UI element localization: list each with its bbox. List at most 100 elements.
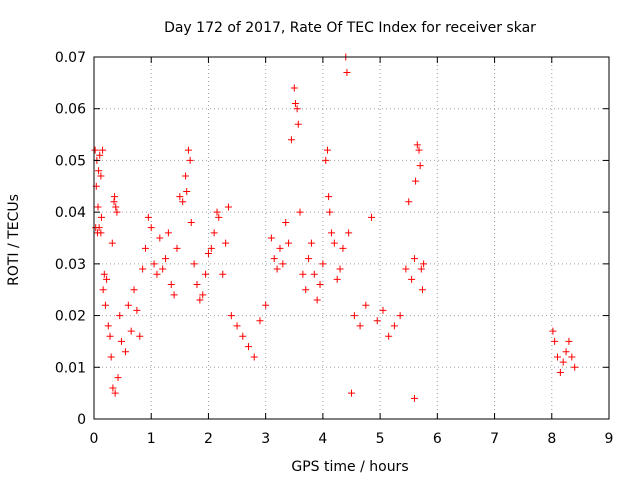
data-point-marker	[210, 229, 218, 237]
data-point-marker	[291, 100, 299, 108]
data-point-marker	[294, 120, 302, 128]
data-point-marker	[405, 198, 413, 206]
data-point-marker	[95, 224, 103, 232]
data-point-marker	[413, 141, 421, 149]
data-point-marker	[167, 281, 175, 289]
data-point-marker	[562, 348, 570, 356]
data-point-marker	[402, 265, 410, 273]
data-point-marker	[551, 337, 559, 345]
data-point-marker	[124, 301, 132, 309]
x-tick-label: 6	[433, 431, 442, 447]
data-point-marker	[316, 281, 324, 289]
data-point-marker	[111, 389, 119, 397]
data-point-marker	[262, 301, 270, 309]
x-tick-label: 2	[204, 431, 213, 447]
data-point-marker	[305, 255, 313, 263]
data-point-marker	[410, 255, 418, 263]
data-point-marker	[97, 229, 105, 237]
data-point-marker	[224, 203, 232, 211]
data-point-marker	[362, 301, 370, 309]
data-point-marker	[307, 239, 315, 247]
data-point-marker	[350, 312, 358, 320]
data-point-marker	[267, 234, 275, 242]
data-point-marker	[245, 343, 252, 351]
data-point-marker	[276, 244, 284, 252]
data-point-marker	[193, 281, 201, 289]
y-tick-label: 0.03	[55, 257, 86, 273]
data-point-marker	[113, 208, 121, 216]
data-point-marker	[121, 348, 129, 356]
data-point-marker	[256, 317, 264, 325]
x-tick-label: 3	[261, 431, 270, 447]
data-point-marker	[159, 265, 167, 273]
data-point-marker	[554, 353, 561, 361]
data-point-marker	[222, 239, 230, 247]
data-point-marker	[415, 146, 423, 154]
data-point-marker	[323, 146, 331, 154]
data-point-marker	[330, 239, 338, 247]
x-tick-label: 9	[605, 431, 614, 447]
y-tick-label: 0.01	[55, 360, 86, 376]
data-point-marker	[182, 172, 190, 180]
data-point-marker	[293, 105, 301, 113]
data-point-marker	[117, 337, 125, 345]
y-axis-title: ROTI / TECUs	[6, 194, 22, 286]
data-point-marker	[285, 239, 293, 247]
data-point-marker	[173, 244, 181, 252]
x-tick-label: 4	[318, 431, 327, 447]
x-axis-title: GPS time / hours	[291, 459, 408, 475]
data-point-marker	[343, 69, 351, 77]
data-point-marker	[549, 327, 557, 335]
data-point-marker	[273, 265, 281, 273]
x-tick-label: 8	[547, 431, 556, 447]
data-point-marker	[326, 208, 334, 216]
data-point-marker	[339, 244, 347, 252]
data-point-marker	[150, 260, 158, 268]
data-point-marker	[348, 389, 355, 397]
data-point-marker	[144, 213, 152, 221]
data-point-marker	[418, 286, 426, 294]
data-point-marker	[111, 193, 119, 201]
data-point-marker	[202, 270, 210, 278]
data-point-marker	[379, 306, 387, 314]
data-point-marker	[302, 286, 310, 294]
data-point-marker	[250, 353, 258, 361]
data-point-marker	[184, 146, 192, 154]
data-point-marker	[322, 156, 330, 164]
data-point-marker	[114, 374, 122, 382]
data-point-marker	[162, 255, 170, 263]
axis-layer: 0 1 2 3 4 5 6 7 8 9 0 0.01 0.02 0.03 0.04 0.05 0.06 0.07	[55, 50, 614, 447]
data-point-marker	[213, 208, 221, 216]
data-point-marker	[282, 218, 290, 226]
data-point-marker	[170, 291, 178, 299]
data-point-marker	[420, 260, 428, 268]
data-point-marker	[186, 156, 194, 164]
data-point-marker	[356, 322, 364, 330]
data-point-marker	[97, 172, 105, 180]
data-point-marker	[153, 270, 161, 278]
data-point-marker	[179, 198, 187, 206]
data-point-marker	[112, 203, 120, 211]
data-point-marker	[94, 203, 102, 211]
data-point-marker	[410, 394, 418, 402]
data-point-marker	[130, 286, 138, 294]
data-point-marker	[408, 275, 416, 283]
data-point-marker	[190, 260, 198, 268]
data-point-marker	[196, 296, 204, 304]
data-point-marker	[99, 146, 107, 154]
data-point-marker	[204, 250, 212, 258]
data-point-marker	[215, 213, 223, 221]
data-point-marker	[345, 229, 353, 237]
y-tick-label: 0.05	[55, 153, 86, 169]
data-point-marker	[142, 244, 149, 252]
data-point-marker	[373, 317, 381, 325]
y-tick-label: 0	[77, 412, 86, 428]
data-point-marker	[390, 322, 398, 330]
data-point-marker	[199, 291, 207, 299]
data-point-marker	[279, 260, 287, 268]
data-point-marker	[101, 301, 109, 309]
y-tick-label: 0.06	[55, 102, 86, 118]
data-point-marker	[116, 312, 124, 320]
data-point-marker	[106, 332, 114, 340]
data-point-marker	[104, 322, 112, 330]
